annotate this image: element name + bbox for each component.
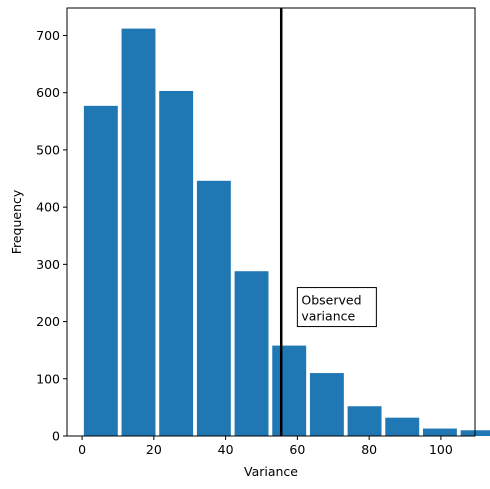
x-tick-label: 0	[78, 442, 86, 457]
x-axis-ticks: 0 20 40 60 80 100	[78, 436, 453, 457]
histogram-bar	[385, 417, 420, 436]
histogram-bar	[234, 271, 269, 436]
y-tick-label: 700	[36, 28, 60, 43]
histogram-bar	[196, 180, 231, 436]
histogram-bar	[309, 373, 344, 436]
bars-group	[83, 28, 490, 436]
histogram-bar	[159, 90, 194, 436]
y-tick-label: 300	[36, 257, 60, 272]
x-axis-label: Variance	[244, 464, 298, 479]
y-axis-ticks: 0 100 200 300 400 500 600 700	[36, 28, 67, 444]
histogram-bar	[121, 28, 156, 436]
y-tick-label: 0	[52, 429, 60, 444]
x-tick-label: 80	[361, 442, 377, 457]
x-tick-label: 100	[429, 442, 453, 457]
y-tick-label: 100	[36, 371, 60, 386]
histogram-bar	[422, 428, 457, 436]
y-tick-label: 600	[36, 85, 60, 100]
x-tick-label: 20	[146, 442, 162, 457]
histogram-bar	[272, 345, 307, 436]
plot-frame	[66, 7, 476, 437]
y-tick-label: 500	[36, 142, 60, 157]
y-tick-label: 200	[36, 314, 60, 329]
x-tick-label: 40	[218, 442, 234, 457]
x-tick-label: 60	[289, 442, 305, 457]
y-axis-label: Frequency	[9, 189, 24, 254]
y-tick-label: 400	[36, 200, 60, 215]
histogram-bar	[347, 406, 382, 436]
histogram-bar	[83, 105, 118, 436]
annotation-line-1: Observed	[301, 293, 361, 308]
annotation-box	[296, 287, 377, 328]
annotation-group: Observed variance	[296, 287, 377, 328]
annotation-line-2: variance	[301, 309, 355, 324]
